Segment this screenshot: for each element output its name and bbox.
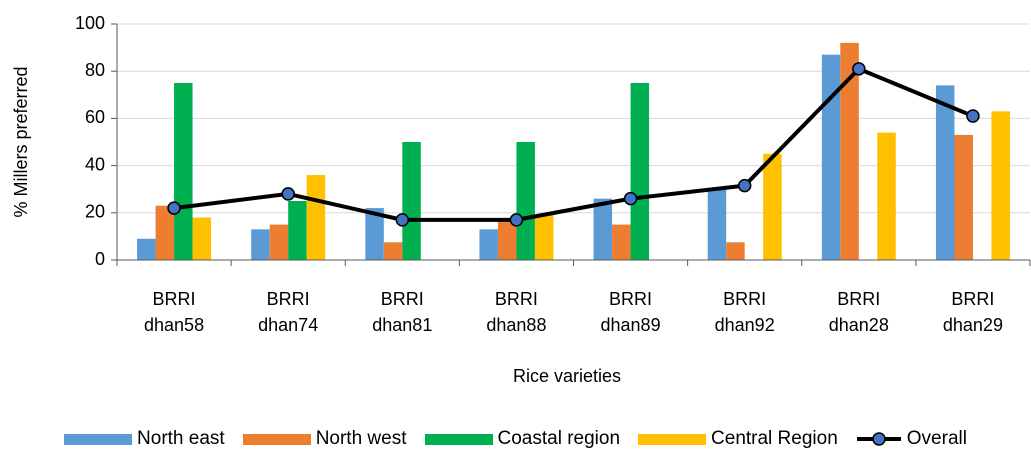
bar	[877, 132, 896, 260]
legend-swatch	[242, 433, 311, 445]
bar	[593, 198, 613, 260]
bar	[763, 153, 782, 260]
bar	[534, 215, 554, 260]
bar	[516, 142, 535, 260]
legend-item: Overall	[856, 428, 967, 450]
line-marker	[281, 187, 295, 201]
legend-swatch	[856, 432, 901, 446]
line-marker	[966, 109, 980, 123]
line-marker	[395, 213, 410, 227]
y-tick-label: 0	[95, 249, 105, 269]
y-tick-label: 80	[85, 60, 105, 80]
bar	[251, 229, 270, 260]
legend-item: North east	[64, 428, 225, 450]
legend-label: North west	[315, 428, 407, 449]
line-marker	[737, 178, 752, 193]
bar	[954, 134, 973, 260]
legend-item: Coastal region	[424, 428, 621, 450]
y-axis-title: % Millers preferred	[11, 66, 31, 217]
bar	[991, 111, 1010, 260]
line-marker	[167, 201, 181, 215]
line-marker	[852, 62, 866, 76]
y-tick-label: 20	[85, 202, 105, 222]
x-tick-label: BRRI dhan74	[258, 289, 319, 335]
legend-marker	[872, 432, 886, 446]
line-marker	[509, 213, 524, 227]
legend-label: North east	[137, 428, 225, 449]
legend-item: North west	[242, 428, 407, 450]
legend-label: Coastal region	[497, 428, 621, 449]
bar	[840, 42, 859, 260]
legend-swatch	[64, 433, 133, 445]
bar	[402, 142, 421, 260]
legend-item: Central Region	[638, 428, 838, 450]
y-tick-label: 60	[85, 107, 105, 127]
legend: North east North west Coastal region Centra…	[0, 428, 1031, 450]
line-marker	[623, 191, 638, 206]
bar	[497, 219, 517, 260]
bar	[288, 201, 307, 260]
bar	[383, 242, 403, 260]
x-tick-label: BRRI dhan29	[942, 289, 1003, 335]
legend-swatch	[638, 433, 707, 445]
bar	[192, 217, 212, 260]
x-tick-label: BRRI dhan58	[144, 289, 205, 335]
bar	[269, 224, 289, 260]
bar	[155, 205, 175, 260]
x-tick-label: BRRI dhan28	[828, 289, 889, 335]
x-tick-label: BRRI dhan89	[600, 289, 661, 335]
legend-label: Central Region	[711, 428, 838, 449]
y-tick-label: 100	[75, 13, 105, 33]
line	[173, 66, 974, 222]
bar	[365, 208, 384, 260]
y-tick-label: 40	[85, 154, 105, 174]
legend-label: Overall	[906, 428, 967, 449]
bar	[306, 175, 326, 260]
bar	[137, 238, 156, 260]
x-tick-label: BRRI dhan88	[486, 289, 547, 335]
x-tick-label: BRRI dhan92	[714, 289, 775, 335]
bar	[821, 54, 841, 261]
bar	[630, 83, 650, 260]
x-axis-title: Rice varieties	[513, 366, 621, 386]
bar	[707, 189, 727, 260]
bar	[935, 85, 955, 260]
legend-swatch	[424, 433, 493, 445]
x-tick-label: BRRI dhan81	[372, 289, 433, 335]
bar	[479, 229, 498, 260]
bar	[612, 224, 631, 260]
bar	[726, 242, 745, 260]
bar	[174, 83, 193, 260]
